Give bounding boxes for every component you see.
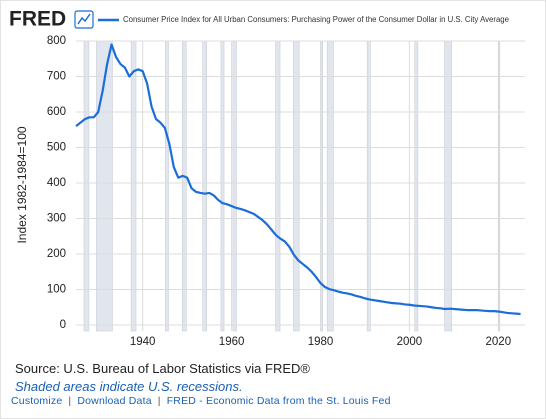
y-tick-label: 600 xyxy=(47,106,66,118)
recession-band xyxy=(165,40,169,332)
y-tick-label: 400 xyxy=(47,177,66,189)
recession-band xyxy=(366,40,371,332)
separator: | xyxy=(68,395,72,407)
y-tick-label: 0 xyxy=(60,319,66,331)
y-tick-label: 300 xyxy=(47,213,66,225)
y-tick-label: 700 xyxy=(47,71,66,83)
recession-band xyxy=(130,40,137,332)
recession-band xyxy=(202,40,207,332)
recession-note: Shaded areas indicate U.S. recessions. xyxy=(15,379,243,394)
x-tick-label: 2020 xyxy=(486,336,512,348)
recession-band xyxy=(444,40,452,332)
data-line xyxy=(75,43,521,316)
footer-link[interactable]: FRED - Economic Data from the St. Louis … xyxy=(166,395,391,407)
recession-band xyxy=(498,40,501,332)
y-tick-label: 500 xyxy=(47,142,66,154)
x-tick-label: 1980 xyxy=(308,336,334,348)
recession-band xyxy=(181,40,187,332)
y-tick-label: 800 xyxy=(47,35,66,47)
recession-band xyxy=(414,40,419,332)
recession-band xyxy=(83,40,90,332)
x-tick-label: 2000 xyxy=(397,336,423,348)
x-tick-label: 1960 xyxy=(219,336,245,348)
footer: Customize | Download Data | FRED - Economic … xyxy=(11,395,391,407)
y-tick-label: 100 xyxy=(47,284,66,296)
source: Source: U.S. Bureau of Labor Statistics … xyxy=(15,361,310,376)
recession-band xyxy=(275,40,281,332)
logo-icon xyxy=(74,10,94,29)
legend-label: Consumer Price Index for All Urban Consu… xyxy=(123,15,509,24)
recession-band xyxy=(220,40,225,332)
chart: FRED Consumer Price Index for All Urban … xyxy=(9,8,525,348)
y-tick-label: 200 xyxy=(47,248,66,260)
logo: FRED xyxy=(9,8,66,31)
footer-link[interactable]: Download Data xyxy=(77,395,152,407)
y-axis-label: Index 1982-1984=100 xyxy=(15,126,29,243)
recession-band xyxy=(232,40,237,332)
footer-link[interactable]: Customize xyxy=(11,395,63,407)
separator: | xyxy=(157,395,161,407)
x-tick-label: 1940 xyxy=(130,336,156,348)
recession-band xyxy=(293,40,300,332)
